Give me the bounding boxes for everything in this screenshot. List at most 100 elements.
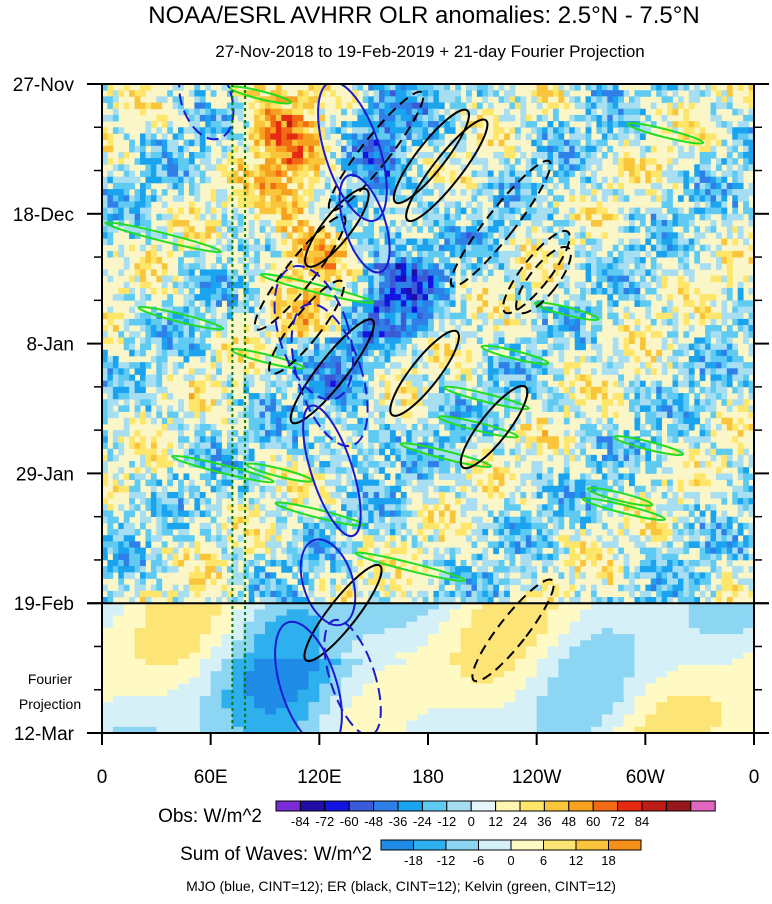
obs-cell xyxy=(286,151,293,159)
obs-cell xyxy=(297,405,304,412)
obs-cell xyxy=(650,207,657,215)
obs-cell xyxy=(498,219,505,227)
obs-cell xyxy=(330,417,337,425)
obs-cell xyxy=(705,355,711,363)
obs-cell xyxy=(411,362,418,369)
obs-cell xyxy=(379,84,385,91)
obs-cell xyxy=(210,213,217,221)
obs-cell xyxy=(319,374,326,382)
obs-cell xyxy=(297,226,304,233)
obs-cell xyxy=(601,362,608,369)
obs-cell xyxy=(221,108,228,116)
obs-cell xyxy=(395,108,402,116)
obs-cell xyxy=(531,380,538,388)
obs-cell xyxy=(466,151,472,159)
obs-cell xyxy=(384,300,391,307)
obs-cell xyxy=(357,121,364,128)
obs-cell xyxy=(140,312,146,320)
obs-cell xyxy=(438,232,445,239)
obs-cell xyxy=(705,436,711,443)
obs-cell xyxy=(194,90,201,97)
obs-cell xyxy=(226,430,233,437)
obs-cell xyxy=(248,430,255,437)
obs-cell xyxy=(737,306,744,314)
obs-cell xyxy=(466,442,472,450)
obs-cell xyxy=(297,318,304,326)
obs-cell xyxy=(667,405,673,412)
obs-cell xyxy=(351,84,358,91)
obs-cell xyxy=(509,318,516,326)
obs-cell xyxy=(438,467,445,474)
obs-cell xyxy=(542,151,548,159)
obs-cell xyxy=(107,189,114,196)
obs-cell xyxy=(509,362,516,369)
obs-cell xyxy=(156,479,163,487)
obs-cell xyxy=(726,417,733,425)
obs-cell xyxy=(504,145,510,153)
obs-cell xyxy=(444,84,451,91)
obs-cell xyxy=(216,232,222,239)
obs-cell xyxy=(531,96,538,103)
obs-cell xyxy=(444,461,451,468)
obs-cell xyxy=(612,442,619,450)
obs-cell xyxy=(248,417,255,425)
obs-cell xyxy=(199,275,206,283)
obs-cell xyxy=(438,380,445,388)
obs-cell xyxy=(558,250,565,258)
obs-cell xyxy=(319,127,326,134)
obs-cell xyxy=(509,399,516,406)
obs-cell xyxy=(542,325,548,332)
obs-cell xyxy=(330,380,337,388)
obs-cell xyxy=(482,263,489,270)
obs-cell xyxy=(292,423,298,431)
obs-cell xyxy=(107,374,114,382)
obs-cell xyxy=(574,331,581,338)
obs-cell xyxy=(449,287,456,295)
obs-cell xyxy=(677,287,684,295)
obs-cell xyxy=(254,343,260,351)
obs-cell xyxy=(466,182,472,190)
obs-cell xyxy=(303,281,309,289)
obs-cell xyxy=(297,374,304,382)
obs-cell xyxy=(428,269,434,277)
obs-cell xyxy=(612,90,619,97)
obs-cell xyxy=(384,84,391,91)
obs-cell xyxy=(574,442,581,450)
obs-cell xyxy=(699,182,706,190)
obs-cell xyxy=(210,430,217,437)
obs-cell xyxy=(552,114,559,122)
obs-cell xyxy=(618,287,624,295)
obs-cell xyxy=(346,362,353,369)
obs-cell xyxy=(428,294,434,301)
obs-cell xyxy=(368,238,375,246)
obs-cell xyxy=(552,207,559,215)
obs-cell xyxy=(107,393,114,400)
obs-cell xyxy=(351,170,358,178)
obs-cell xyxy=(531,337,538,344)
obs-cell xyxy=(118,90,125,97)
obs-cell xyxy=(569,362,576,369)
obs-cell xyxy=(243,300,250,307)
obs-cell xyxy=(389,349,396,357)
obs-cell xyxy=(112,479,119,487)
obs-cell xyxy=(248,411,255,419)
obs-cell xyxy=(748,158,754,165)
obs-cell xyxy=(330,355,337,363)
obs-cell xyxy=(145,318,152,326)
obs-cell xyxy=(732,318,739,326)
obs-cell xyxy=(270,96,277,103)
obs-cell xyxy=(265,417,271,425)
obs-cell xyxy=(362,479,369,487)
obs-cell xyxy=(514,145,521,153)
obs-cell xyxy=(699,405,706,412)
obs-cell xyxy=(129,207,135,215)
obs-cell xyxy=(449,294,456,301)
obs-cell xyxy=(335,250,342,258)
obs-cell xyxy=(563,90,570,97)
obs-cell xyxy=(677,368,684,375)
obs-cell xyxy=(667,467,673,474)
obs-cell xyxy=(466,238,472,246)
obs-cell xyxy=(379,362,385,369)
obs-cell xyxy=(433,448,440,456)
obs-cell xyxy=(514,417,521,425)
